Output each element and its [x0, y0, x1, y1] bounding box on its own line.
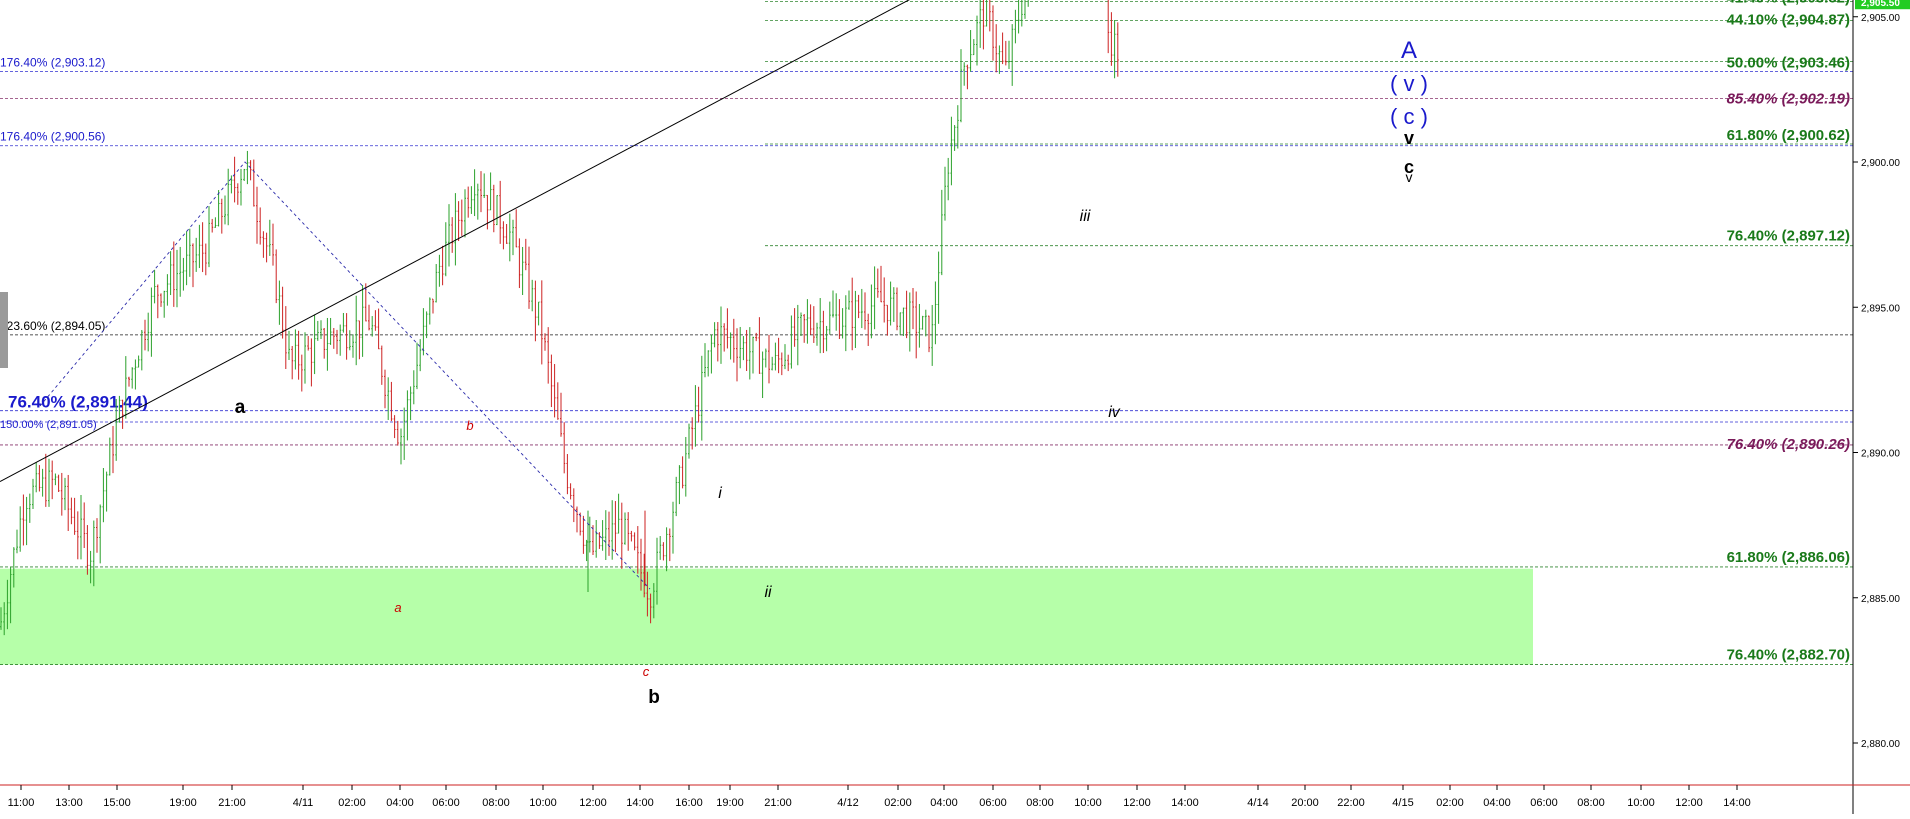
x-tick-label-8: 06:00	[432, 797, 460, 809]
x-tick-label-31: 08:00	[1577, 797, 1605, 809]
x-tick-label-6: 02:00	[338, 797, 366, 809]
x-tick-label-17: 02:00	[884, 797, 912, 809]
x-tick-label-27: 4/15	[1392, 797, 1413, 809]
wave-label-13: b	[466, 418, 473, 433]
x-tick-label-4: 21:00	[218, 797, 246, 809]
fib-label-15: 50.00% (2,903.46)	[1727, 54, 1850, 71]
x-tick-label-22: 12:00	[1123, 797, 1151, 809]
fib-label-17: 85.40% (2,902.19)	[1727, 90, 1850, 107]
wave-label-1: ( v )	[1390, 71, 1428, 96]
zone-2	[0, 568, 1533, 665]
x-tick-label-0: 11:00	[8, 797, 35, 809]
fib-label-26: 76.40% (2,882.70)	[1727, 647, 1850, 664]
x-tick-label-21: 10:00	[1074, 797, 1102, 809]
trend-lines-layer	[0, 0, 910, 590]
wave-label-3: v	[1404, 128, 1414, 148]
wave-label-9: ii	[764, 584, 772, 601]
fib-label-13: 41.40% (2,905.52)	[1727, 0, 1850, 7]
x-tick-label-29: 04:00	[1483, 797, 1511, 809]
x-tick-label-28: 02:00	[1436, 797, 1464, 809]
wave-label-4: c	[1404, 157, 1414, 177]
x-tick-label-24: 4/14	[1247, 797, 1268, 809]
fib-label-25: 61.80% (2,886.06)	[1727, 549, 1850, 566]
fib-label-14: 44.10% (2,904.87)	[1727, 12, 1850, 29]
black-channel-line	[0, 0, 910, 482]
wave-label-6: iii	[1080, 208, 1091, 225]
wave-label-5: v	[1406, 169, 1413, 185]
abc-dotted-line	[39, 161, 651, 590]
fib-label-18: 61.80% (2,900.62)	[1727, 127, 1850, 144]
fib-levels-layer: 85.40% (2,928.52)176.40% (2,926.11)76.40…	[0, 0, 1853, 665]
x-tick-label-2: 15:00	[103, 797, 131, 809]
x-tick-label-11: 12:00	[579, 797, 607, 809]
zones-layer	[0, 568, 1533, 665]
x-tick-label-7: 04:00	[386, 797, 414, 809]
left-side-tab	[0, 292, 8, 368]
price-tag-box	[1855, 0, 1910, 10]
fib-label-24: 76.40% (2,890.26)	[1727, 436, 1850, 453]
fib-label-23: 150.00% (2,891.05)	[0, 419, 97, 431]
x-tick-label-19: 06:00	[979, 797, 1007, 809]
wave-label-0: A	[1401, 37, 1417, 64]
wave-label-10: a	[235, 397, 246, 418]
y-tick-label-2: 2,890.00	[1861, 449, 1900, 460]
x-tick-label-15: 21:00	[764, 797, 792, 809]
fib-label-19: 176.40% (2,900.56)	[0, 130, 105, 144]
price-tag-label: 2,905.50	[1861, 0, 1900, 9]
x-tick-label-23: 14:00	[1171, 797, 1199, 809]
x-tick-label-33: 12:00	[1675, 797, 1703, 809]
x-tick-label-9: 08:00	[482, 797, 510, 809]
x-tick-label-20: 08:00	[1026, 797, 1054, 809]
wave-label-7: iv	[1108, 404, 1121, 421]
y-tick-label-1: 2,885.00	[1861, 594, 1900, 605]
x-tick-label-25: 20:00	[1291, 797, 1319, 809]
x-tick-label-26: 22:00	[1337, 797, 1365, 809]
x-tick-label-18: 04:00	[930, 797, 958, 809]
wave-label-2: ( c )	[1390, 104, 1428, 129]
x-tick-label-14: 19:00	[716, 797, 744, 809]
x-tick-label-5: 4/11	[293, 797, 314, 809]
x-tick-label-10: 10:00	[529, 797, 557, 809]
x-tick-label-34: 14:00	[1723, 797, 1751, 809]
x-tick-label-30: 06:00	[1530, 797, 1558, 809]
wave-label-14: c	[643, 664, 650, 679]
x-tick-label-16: 4/12	[837, 797, 858, 809]
x-tick-label-13: 16:00	[675, 797, 703, 809]
x-tick-label-3: 19:00	[169, 797, 197, 809]
fib-label-20: 76.40% (2,897.12)	[1727, 228, 1850, 245]
x-tick-label-12: 14:00	[626, 797, 654, 809]
x-tick-label-32: 10:00	[1627, 797, 1655, 809]
y-tick-label-4: 2,900.00	[1861, 158, 1900, 169]
y-tick-label-0: 2,880.00	[1861, 739, 1900, 750]
y-tick-label-3: 2,895.00	[1861, 303, 1900, 314]
fib-label-21: 223.60% (2,894.05)	[0, 319, 105, 333]
fib-label-22: 76.40% (2,891.44)	[8, 393, 148, 412]
x-tick-label-1: 13:00	[55, 797, 83, 809]
y-tick-label-5: 2,905.00	[1861, 13, 1900, 24]
candles-layer	[0, 0, 1119, 636]
fib-label-16: 176.40% (2,903.12)	[0, 55, 105, 69]
wave-label-8: i	[718, 485, 722, 502]
wave-label-12: a	[394, 600, 401, 615]
wave-label-11: b	[648, 687, 660, 708]
